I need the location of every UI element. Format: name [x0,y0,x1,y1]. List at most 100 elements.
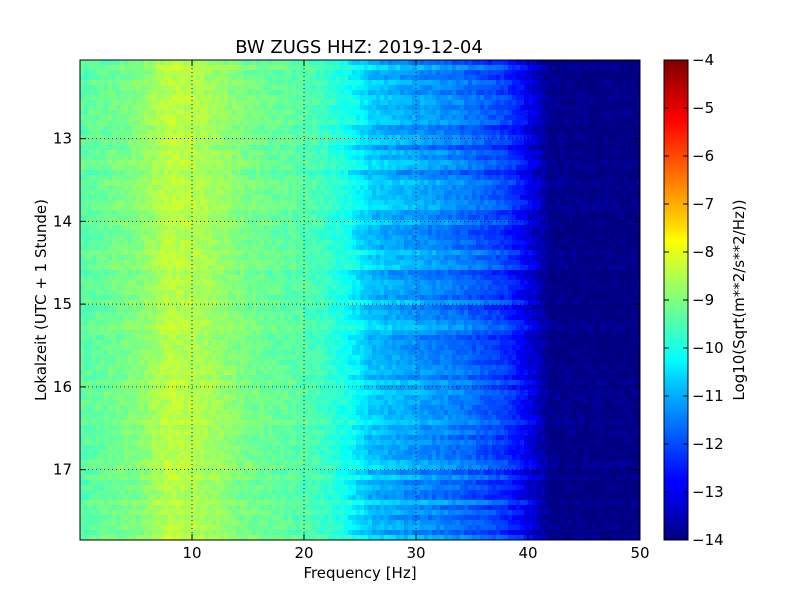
heatmap-cell [168,185,172,190]
heatmap-cell [548,140,552,145]
heatmap-cell [136,170,140,175]
heatmap-cell [132,140,136,145]
heatmap-cell [92,120,96,125]
heatmap-cell [472,225,476,230]
heatmap-cell [244,140,248,145]
heatmap-cell [604,150,608,155]
heatmap-cell [424,130,428,135]
heatmap-cell [212,235,216,240]
heatmap-cell [548,200,552,205]
heatmap-cell [440,200,444,205]
heatmap-cell [608,75,612,80]
heatmap-cell [552,205,556,210]
heatmap-cell [536,95,540,100]
heatmap-cell [572,180,576,185]
heatmap-cell [444,155,448,160]
heatmap-cell [264,190,268,195]
heatmap-cell [84,145,88,150]
heatmap-cell [104,230,108,235]
heatmap-cell [484,75,488,80]
heatmap-cell [288,65,292,70]
heatmap-cell [160,220,164,225]
heatmap-cell [480,95,484,100]
heatmap-cell [180,210,184,215]
heatmap-cell [420,115,424,120]
heatmap-cell [416,170,420,175]
heatmap-cell [520,80,524,85]
heatmap-cell [144,90,148,95]
heatmap-cell [448,170,452,175]
heatmap-cell [244,115,248,120]
heatmap-cell [352,95,356,100]
heatmap-cell [592,70,596,75]
heatmap-cell [400,65,404,70]
heatmap-cell [416,155,420,160]
heatmap-cell [200,155,204,160]
heatmap-cell [340,110,344,115]
heatmap-cell [408,70,412,75]
heatmap-cell [416,110,420,115]
heatmap-cell [616,220,620,225]
heatmap-cell [168,225,172,230]
heatmap-cell [344,110,348,115]
heatmap-cell [188,175,192,180]
heatmap-cell [412,115,416,120]
heatmap-cell [320,205,324,210]
heatmap-cell [384,130,388,135]
heatmap-cell [100,65,104,70]
heatmap-cell [444,105,448,110]
heatmap-cell [616,70,620,75]
heatmap-cell [180,75,184,80]
heatmap-cell [180,170,184,175]
heatmap-cell [220,100,224,105]
heatmap-cell [576,210,580,215]
heatmap-cell [408,165,412,170]
heatmap-cell [200,75,204,80]
heatmap-cell [628,65,632,70]
heatmap-cell [288,235,292,240]
heatmap-cell [176,95,180,100]
heatmap-cell [416,180,420,185]
heatmap-cell [620,155,624,160]
heatmap-cell [184,135,188,140]
heatmap-cell [296,65,300,70]
heatmap-cell [196,170,200,175]
heatmap-cell [144,185,148,190]
heatmap-cell [296,185,300,190]
heatmap-cell [312,100,316,105]
heatmap-cell [156,205,160,210]
heatmap-cell [212,145,216,150]
heatmap-cell [236,190,240,195]
heatmap-cell [516,215,520,220]
heatmap-cell [340,75,344,80]
heatmap-cell [304,200,308,205]
heatmap-cell [248,110,252,115]
heatmap-cell [392,75,396,80]
heatmap-cell [88,115,92,120]
heatmap-cell [448,120,452,125]
heatmap-cell [396,210,400,215]
heatmap-cell [408,85,412,90]
heatmap-cell [272,70,276,75]
heatmap-cell [624,210,628,215]
heatmap-cell [448,160,452,165]
heatmap-cell [492,215,496,220]
heatmap-cell [408,160,412,165]
heatmap-cell [172,150,176,155]
heatmap-cell [168,70,172,75]
heatmap-cell [576,85,580,90]
heatmap-cell [248,220,252,225]
heatmap-cell [456,220,460,225]
heatmap-cell [624,190,628,195]
heatmap-cell [376,135,380,140]
heatmap-cell [508,130,512,135]
heatmap-cell [120,215,124,220]
heatmap-cell [160,125,164,130]
heatmap-cell [456,65,460,70]
heatmap-cell [548,160,552,165]
heatmap-cell [124,235,128,240]
heatmap-cell [84,235,88,240]
heatmap-cell [200,205,204,210]
heatmap-cell [412,165,416,170]
heatmap-cell [344,65,348,70]
